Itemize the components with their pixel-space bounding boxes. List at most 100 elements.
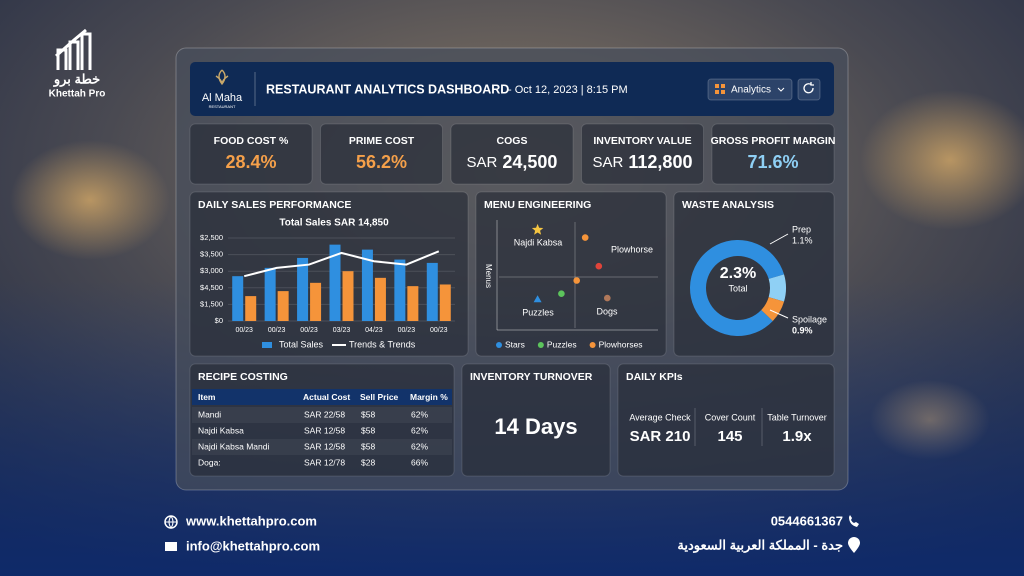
donut-center-value: 2.3%	[720, 265, 756, 282]
dashboard-title: RESTAURANT ANALYTICS DASHBOARD	[266, 82, 509, 96]
y-tick-label: $1,500	[200, 299, 223, 308]
x-tick-label: 00/23	[268, 327, 286, 334]
menu-icon	[715, 84, 725, 94]
leader-line	[769, 309, 789, 319]
bar	[361, 249, 373, 321]
table-cell: SAR 12/78	[304, 457, 345, 467]
card	[320, 123, 443, 185]
logo-sub: RESTAURANT	[209, 104, 236, 109]
brand-name: Khettah Pro	[49, 89, 106, 100]
annotation: Plowhorse	[611, 244, 653, 254]
menu-label: Analytics	[731, 85, 771, 96]
kpi-value: SAR 210	[630, 428, 691, 445]
footer-email: info@khettahpro.com	[186, 538, 320, 553]
background-light	[10, 140, 170, 260]
bar	[277, 291, 289, 321]
card	[450, 123, 574, 185]
table-cell: 66%	[411, 457, 428, 467]
table-cell: Najdi Kabsa	[198, 425, 244, 435]
y-tick-label: $0	[215, 316, 223, 325]
card	[581, 123, 704, 185]
card	[461, 363, 611, 477]
kpi-value: 145	[717, 428, 742, 445]
y-tick-label: $3,500	[200, 250, 223, 259]
kpi-prefix: SAR	[467, 154, 498, 171]
legend-label: Trends & Trends	[349, 339, 416, 349]
kpi-value: 28.4%	[225, 152, 276, 172]
bar	[407, 286, 419, 321]
card-title: RECIPE COSTING	[198, 371, 288, 383]
y-tick-label: $2,500	[200, 233, 223, 242]
table-cell: Mandi	[198, 409, 221, 419]
table-cell: SAR 12/58	[304, 441, 345, 451]
annotation: Najdi Kabsa	[514, 237, 563, 247]
legend-label: Total Sales	[279, 339, 324, 349]
kpi-label: FOOD COST %	[214, 135, 289, 147]
table-cell: SAR 12/58	[304, 425, 345, 435]
legend-label: Stars	[505, 339, 525, 349]
slice-value: 0.9%	[792, 325, 813, 335]
inventory-value: 14 Days	[494, 414, 577, 439]
table-cell: 62%	[411, 441, 428, 451]
header-bar	[190, 62, 834, 116]
card	[617, 363, 835, 477]
slice-label: Spoilage	[792, 314, 827, 324]
y-tick-label: $3,000	[200, 266, 223, 275]
header-datetime: - Oct 12, 2023 | 8:15 PM	[508, 84, 628, 96]
table-row-bg	[192, 439, 452, 455]
menu-button[interactable]	[707, 78, 793, 101]
legend-swatch	[589, 342, 596, 348]
table-cell: 62%	[411, 425, 428, 435]
pin-icon	[848, 537, 860, 553]
brand-icon	[55, 28, 92, 70]
card	[711, 123, 835, 185]
trend-line	[243, 250, 440, 278]
x-tick-label: 03/23	[333, 327, 351, 334]
donut-segment	[761, 297, 785, 322]
donut-segment	[690, 240, 785, 337]
bar	[245, 296, 257, 321]
footer-location: جدة - المملكة العربية السعودية	[677, 537, 843, 553]
chart-title: DAILY SALES PERFORMANCE	[198, 199, 351, 211]
refresh-button[interactable]	[797, 78, 821, 101]
star-point	[531, 223, 544, 235]
bar	[374, 277, 386, 321]
donut-segment	[768, 274, 787, 302]
table-row-bg	[192, 407, 452, 423]
brand-arabic: خطة برو	[53, 71, 100, 87]
bar	[329, 244, 341, 321]
kpi-label: Table Turnover	[767, 412, 827, 422]
slice-label: Prep	[792, 224, 811, 234]
scatter-point	[595, 262, 603, 270]
table-cell: Doga:	[198, 457, 221, 467]
kpi-number: 28.4%	[225, 152, 276, 172]
card	[189, 191, 469, 357]
table-cell: SAR 22/58	[304, 409, 345, 419]
kpi-label: GROSS PROFIT MARGIN	[711, 135, 836, 147]
table-header: Sell Price	[360, 392, 399, 402]
card	[475, 191, 667, 357]
kpi-label: PRIME COST	[349, 135, 415, 147]
table-cell: $58	[361, 441, 375, 451]
kpi-value: 56.2%	[356, 152, 407, 172]
kpi-value: SAR 112,800	[593, 152, 693, 172]
x-tick-label: 00/23	[398, 327, 416, 334]
kpi-prefix: SAR	[593, 154, 624, 171]
logo-emblem	[215, 69, 229, 86]
annotation: Puzzles	[522, 307, 554, 317]
kpi-value: SAR 24,500	[467, 152, 558, 172]
chart-title: WASTE ANALYSIS	[682, 199, 774, 211]
bar	[439, 284, 451, 321]
bar	[297, 257, 309, 321]
kpi-value: 71.6%	[747, 152, 798, 172]
bar	[310, 282, 322, 321]
bar	[426, 262, 438, 321]
kpi-label: COGS	[497, 135, 528, 147]
table-cell: Najdi Kabsa Mandi	[198, 441, 269, 451]
scatter-point	[604, 294, 611, 302]
refresh-icon	[803, 82, 814, 94]
table-cell: $58	[361, 425, 375, 435]
card-title: INVENTORY TURNOVER	[470, 371, 593, 383]
kpi-number: 24,500	[502, 152, 557, 172]
chevron	[777, 87, 785, 92]
